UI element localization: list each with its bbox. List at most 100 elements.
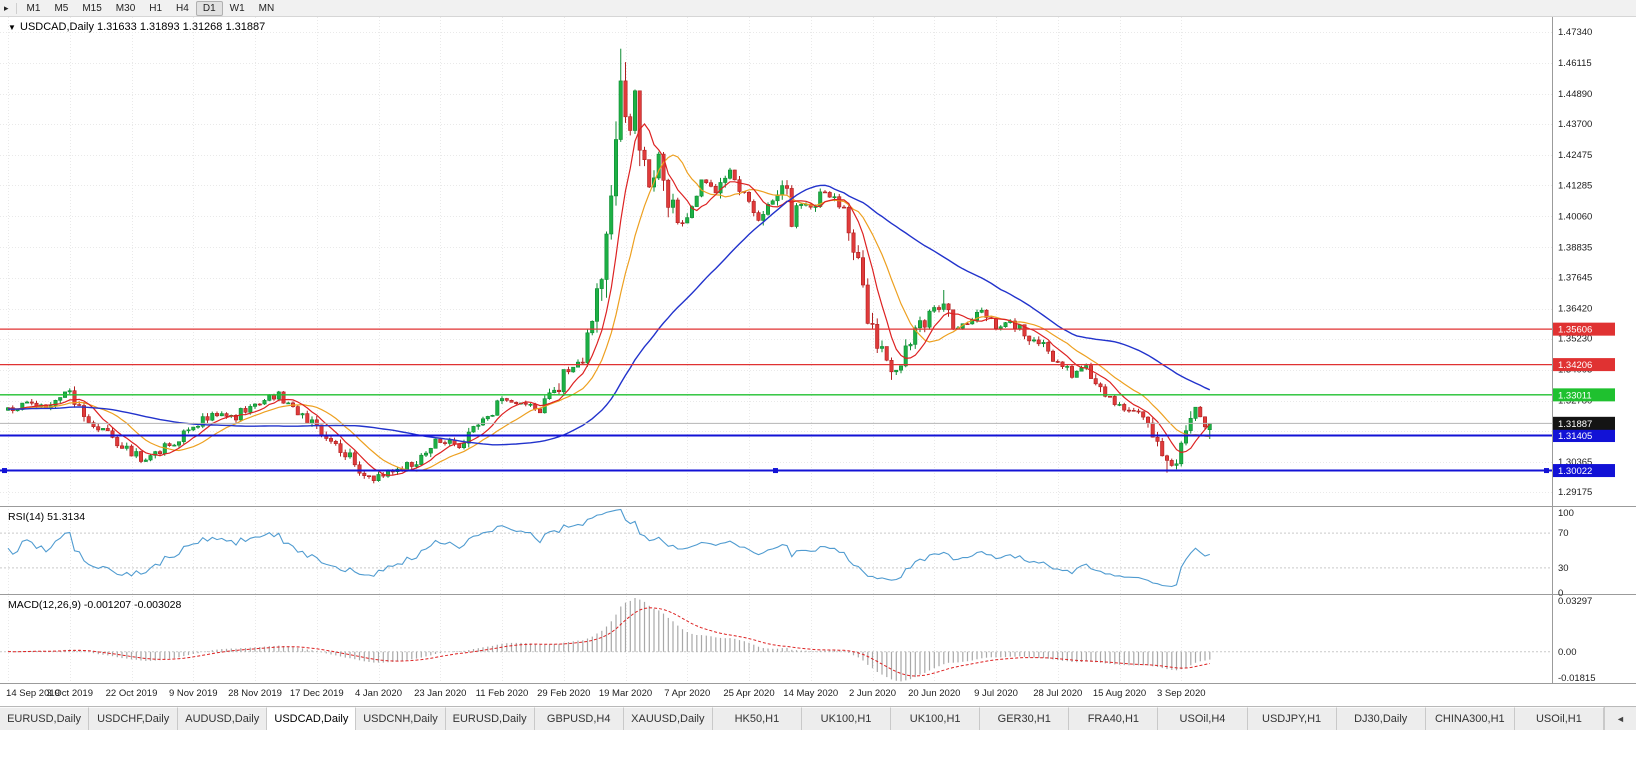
timeframe-button-w1[interactable]: W1 [229, 2, 245, 14]
ma-fast-line [7, 123, 1211, 476]
timeframe-buttons: M1 M5 M15 M30 H1 H4 D1 W1 MN [20, 0, 282, 16]
macd-signal-line [7, 607, 1210, 677]
date-axis-label: 20 Jun 2020 [908, 688, 960, 699]
tab-scroll-left-button[interactable]: ◄ [1604, 707, 1636, 730]
tab-15-dj30-daily[interactable]: DJ30,Daily [1336, 707, 1426, 730]
date-axis-label: 14 May 2020 [783, 688, 838, 699]
price-axis[interactable]: 1.47340 1.46115 1.44890 1.43700 1.42475 1.412… [1558, 27, 1592, 498]
price-tick-label: 1.37645 [1558, 273, 1592, 284]
svg-text:1.30022: 1.30022 [1558, 466, 1592, 477]
macd-indicator-label: MACD(12,26,9) -0.001207 -0.003028 [8, 599, 182, 611]
svg-text:1.35606: 1.35606 [1558, 325, 1592, 336]
level-price-label-1.31405: 1.31405 [1553, 429, 1615, 443]
tab-0-eurusd-daily[interactable]: EURUSD,Daily [0, 707, 90, 730]
scroll-left-icon: ◄ [1616, 713, 1625, 724]
timeframe-toolbar: ▸ M1 M5 M15 M30 H1 H4 D1 W1 MN [0, 0, 1636, 17]
tab-14-usdjpy-h1[interactable]: USDJPY,H1 [1247, 707, 1337, 730]
chart-tabbar: EURUSD,Daily USDCHF,Daily AUDUSD,Daily USDC… [0, 706, 1636, 730]
price-tick-label: 1.36420 [1558, 304, 1592, 315]
svg-text:▼: ▼ [8, 23, 16, 32]
tab-5-eurusd-daily[interactable]: EURUSD,Daily [445, 707, 535, 730]
tab-13-usoil-h4[interactable]: USOil,H4 [1158, 707, 1248, 730]
level-drag-handle[interactable] [2, 468, 7, 474]
price-tick-label: 1.44890 [1558, 89, 1592, 100]
rsi-indicator-label: RSI(14) 51.3134 [8, 511, 85, 523]
toolbar-separator [15, 2, 17, 14]
ma-slow-line [7, 184, 1211, 446]
chart-tabs: EURUSD,Daily USDCHF,Daily AUDUSD,Daily USDC… [0, 707, 1604, 730]
level-line-1.30022[interactable] [0, 468, 1552, 474]
chart-canvas[interactable]: ▼ USDCAD,Daily 1.31633 1.31893 1.31268 1.… [0, 17, 1636, 703]
price-tick-label: 1.35230 [1558, 334, 1592, 345]
date-axis-label: 28 Jul 2020 [1033, 688, 1082, 699]
price-tick-label: 1.30365 [1558, 457, 1592, 468]
timeframe-button-m1[interactable]: M1 [26, 2, 41, 14]
svg-text:1.33011: 1.33011 [1558, 390, 1592, 401]
date-axis-label: 14 Sep 2019 [6, 688, 60, 699]
macd-axis-label: 0.03297 [1558, 596, 1592, 607]
date-axis-label: 3 Oct 2019 [47, 688, 93, 699]
macd-axis-label: 0.00 [1558, 647, 1577, 658]
tab-1-usdchf-daily[interactable]: USDCHF,Daily [89, 707, 179, 730]
tab-3-usdcad-daily[interactable]: USDCAD,Daily [267, 707, 357, 730]
rsi-axis-label: 0 [1558, 588, 1563, 599]
timeframe-button-m15[interactable]: M15 [82, 2, 102, 14]
date-axis-label: 7 Apr 2020 [664, 688, 710, 699]
tab-6-gbpusd-h4[interactable]: GBPUSD,H4 [534, 707, 624, 730]
price-tick-label: 1.47340 [1558, 27, 1592, 38]
chart-ohlc-header: ▼ USDCAD,Daily 1.31633 1.31893 1.31268 1.… [8, 21, 265, 33]
date-axis-label: 11 Feb 2020 [476, 688, 529, 699]
date-axis-label: 2 Jun 2020 [849, 688, 896, 699]
level-drag-handle[interactable] [1544, 468, 1549, 474]
timeframe-button-h1[interactable]: H1 [149, 2, 163, 14]
date-axis-label: 17 Dec 2019 [290, 688, 344, 699]
current-price-label: 1.31887 [1553, 416, 1615, 430]
timeframe-button-m5[interactable]: M5 [54, 2, 69, 14]
tab-7-xauusd-daily[interactable]: XAUUSD,Daily [623, 707, 713, 730]
macd-axis-label: -0.01815 [1558, 673, 1596, 684]
timeframe-button-h4[interactable]: H4 [176, 2, 189, 14]
macd-histogram [7, 598, 1211, 682]
level-drag-handle[interactable] [773, 468, 778, 474]
svg-text:1.34206: 1.34206 [1558, 360, 1592, 371]
tab-4-usdcnh-daily[interactable]: USDCNH,Daily [356, 707, 446, 730]
tab-11-ger30-h1[interactable]: GER30,H1 [980, 707, 1070, 730]
price-tick-label: 1.38835 [1558, 242, 1592, 253]
timeframe-button-d1[interactable]: D1 [195, 0, 223, 16]
rsi-axis-label: 100 [1558, 508, 1574, 519]
level-price-label-1.34206: 1.34206 [1553, 358, 1615, 372]
tab-12-fra40-h1[interactable]: FRA40,H1 [1069, 707, 1159, 730]
tab-17-usoil-h1[interactable]: USOil,H1 [1514, 707, 1604, 730]
rsi-line [7, 508, 1210, 588]
candlestick-series [6, 48, 1212, 484]
toolbar-expander-icon[interactable]: ▸ [4, 3, 9, 13]
price-tick-label: 1.40060 [1558, 211, 1592, 222]
svg-text:1.31405: 1.31405 [1558, 431, 1592, 442]
date-axis-label: 28 Nov 2019 [228, 688, 282, 699]
svg-text:1.31887: 1.31887 [1558, 419, 1592, 430]
tab-10-uk100-h1[interactable]: UK100,H1 [891, 707, 981, 730]
date-axis-label: 15 Aug 2020 [1093, 688, 1146, 699]
level-price-label-1.33011: 1.33011 [1553, 388, 1615, 402]
date-axis-label: 25 Apr 2020 [723, 688, 774, 699]
tab-16-china300-h1[interactable]: CHINA300,H1 [1425, 707, 1515, 730]
date-axis-label: 23 Jan 2020 [414, 688, 466, 699]
tab-2-audusd-daily[interactable]: AUDUSD,Daily [178, 707, 268, 730]
price-tick-label: 1.29175 [1558, 487, 1592, 498]
price-tick-label: 1.42475 [1558, 150, 1592, 161]
date-axis-label: 9 Jul 2020 [974, 688, 1018, 699]
date-axis-label: 29 Feb 2020 [537, 688, 590, 699]
timeframe-button-mn[interactable]: MN [258, 2, 275, 14]
price-tick-label: 1.41285 [1558, 180, 1592, 191]
tab-8-hk50-h1[interactable]: HK50,H1 [712, 707, 802, 730]
tab-9-uk100-h1[interactable]: UK100,H1 [801, 707, 892, 730]
date-axis-label: 22 Oct 2019 [106, 688, 158, 699]
date-axis-label: 4 Jan 2020 [355, 688, 402, 699]
date-axis-label: 9 Nov 2019 [169, 688, 218, 699]
level-price-label-1.30022: 1.30022 [1553, 464, 1615, 478]
rsi-axis-label: 30 [1558, 563, 1569, 574]
timeframe-button-m30[interactable]: M30 [115, 2, 136, 14]
date-axis-label: 19 Mar 2020 [599, 688, 652, 699]
